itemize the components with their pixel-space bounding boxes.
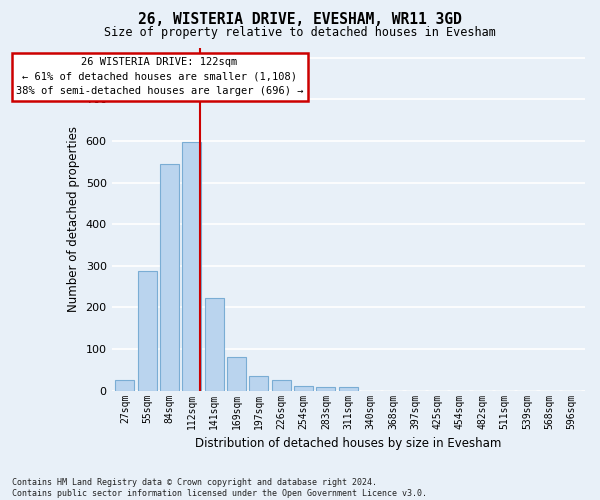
Bar <box>316 388 335 390</box>
Text: Contains HM Land Registry data © Crown copyright and database right 2024.
Contai: Contains HM Land Registry data © Crown c… <box>12 478 427 498</box>
X-axis label: Distribution of detached houses by size in Evesham: Distribution of detached houses by size … <box>195 437 502 450</box>
Y-axis label: Number of detached properties: Number of detached properties <box>67 126 80 312</box>
Text: 26, WISTERIA DRIVE, EVESHAM, WR11 3GD: 26, WISTERIA DRIVE, EVESHAM, WR11 3GD <box>138 12 462 28</box>
Text: 26 WISTERIA DRIVE: 122sqm
← 61% of detached houses are smaller (1,108)
38% of se: 26 WISTERIA DRIVE: 122sqm ← 61% of detac… <box>16 57 304 96</box>
Bar <box>205 298 224 390</box>
Bar <box>250 376 268 390</box>
Bar <box>138 271 157 390</box>
Text: Size of property relative to detached houses in Evesham: Size of property relative to detached ho… <box>104 26 496 39</box>
Bar <box>339 388 358 390</box>
Bar <box>115 380 134 390</box>
Bar <box>227 358 246 390</box>
Bar <box>182 142 202 390</box>
Bar <box>272 380 291 390</box>
Bar <box>160 164 179 390</box>
Bar <box>294 386 313 390</box>
